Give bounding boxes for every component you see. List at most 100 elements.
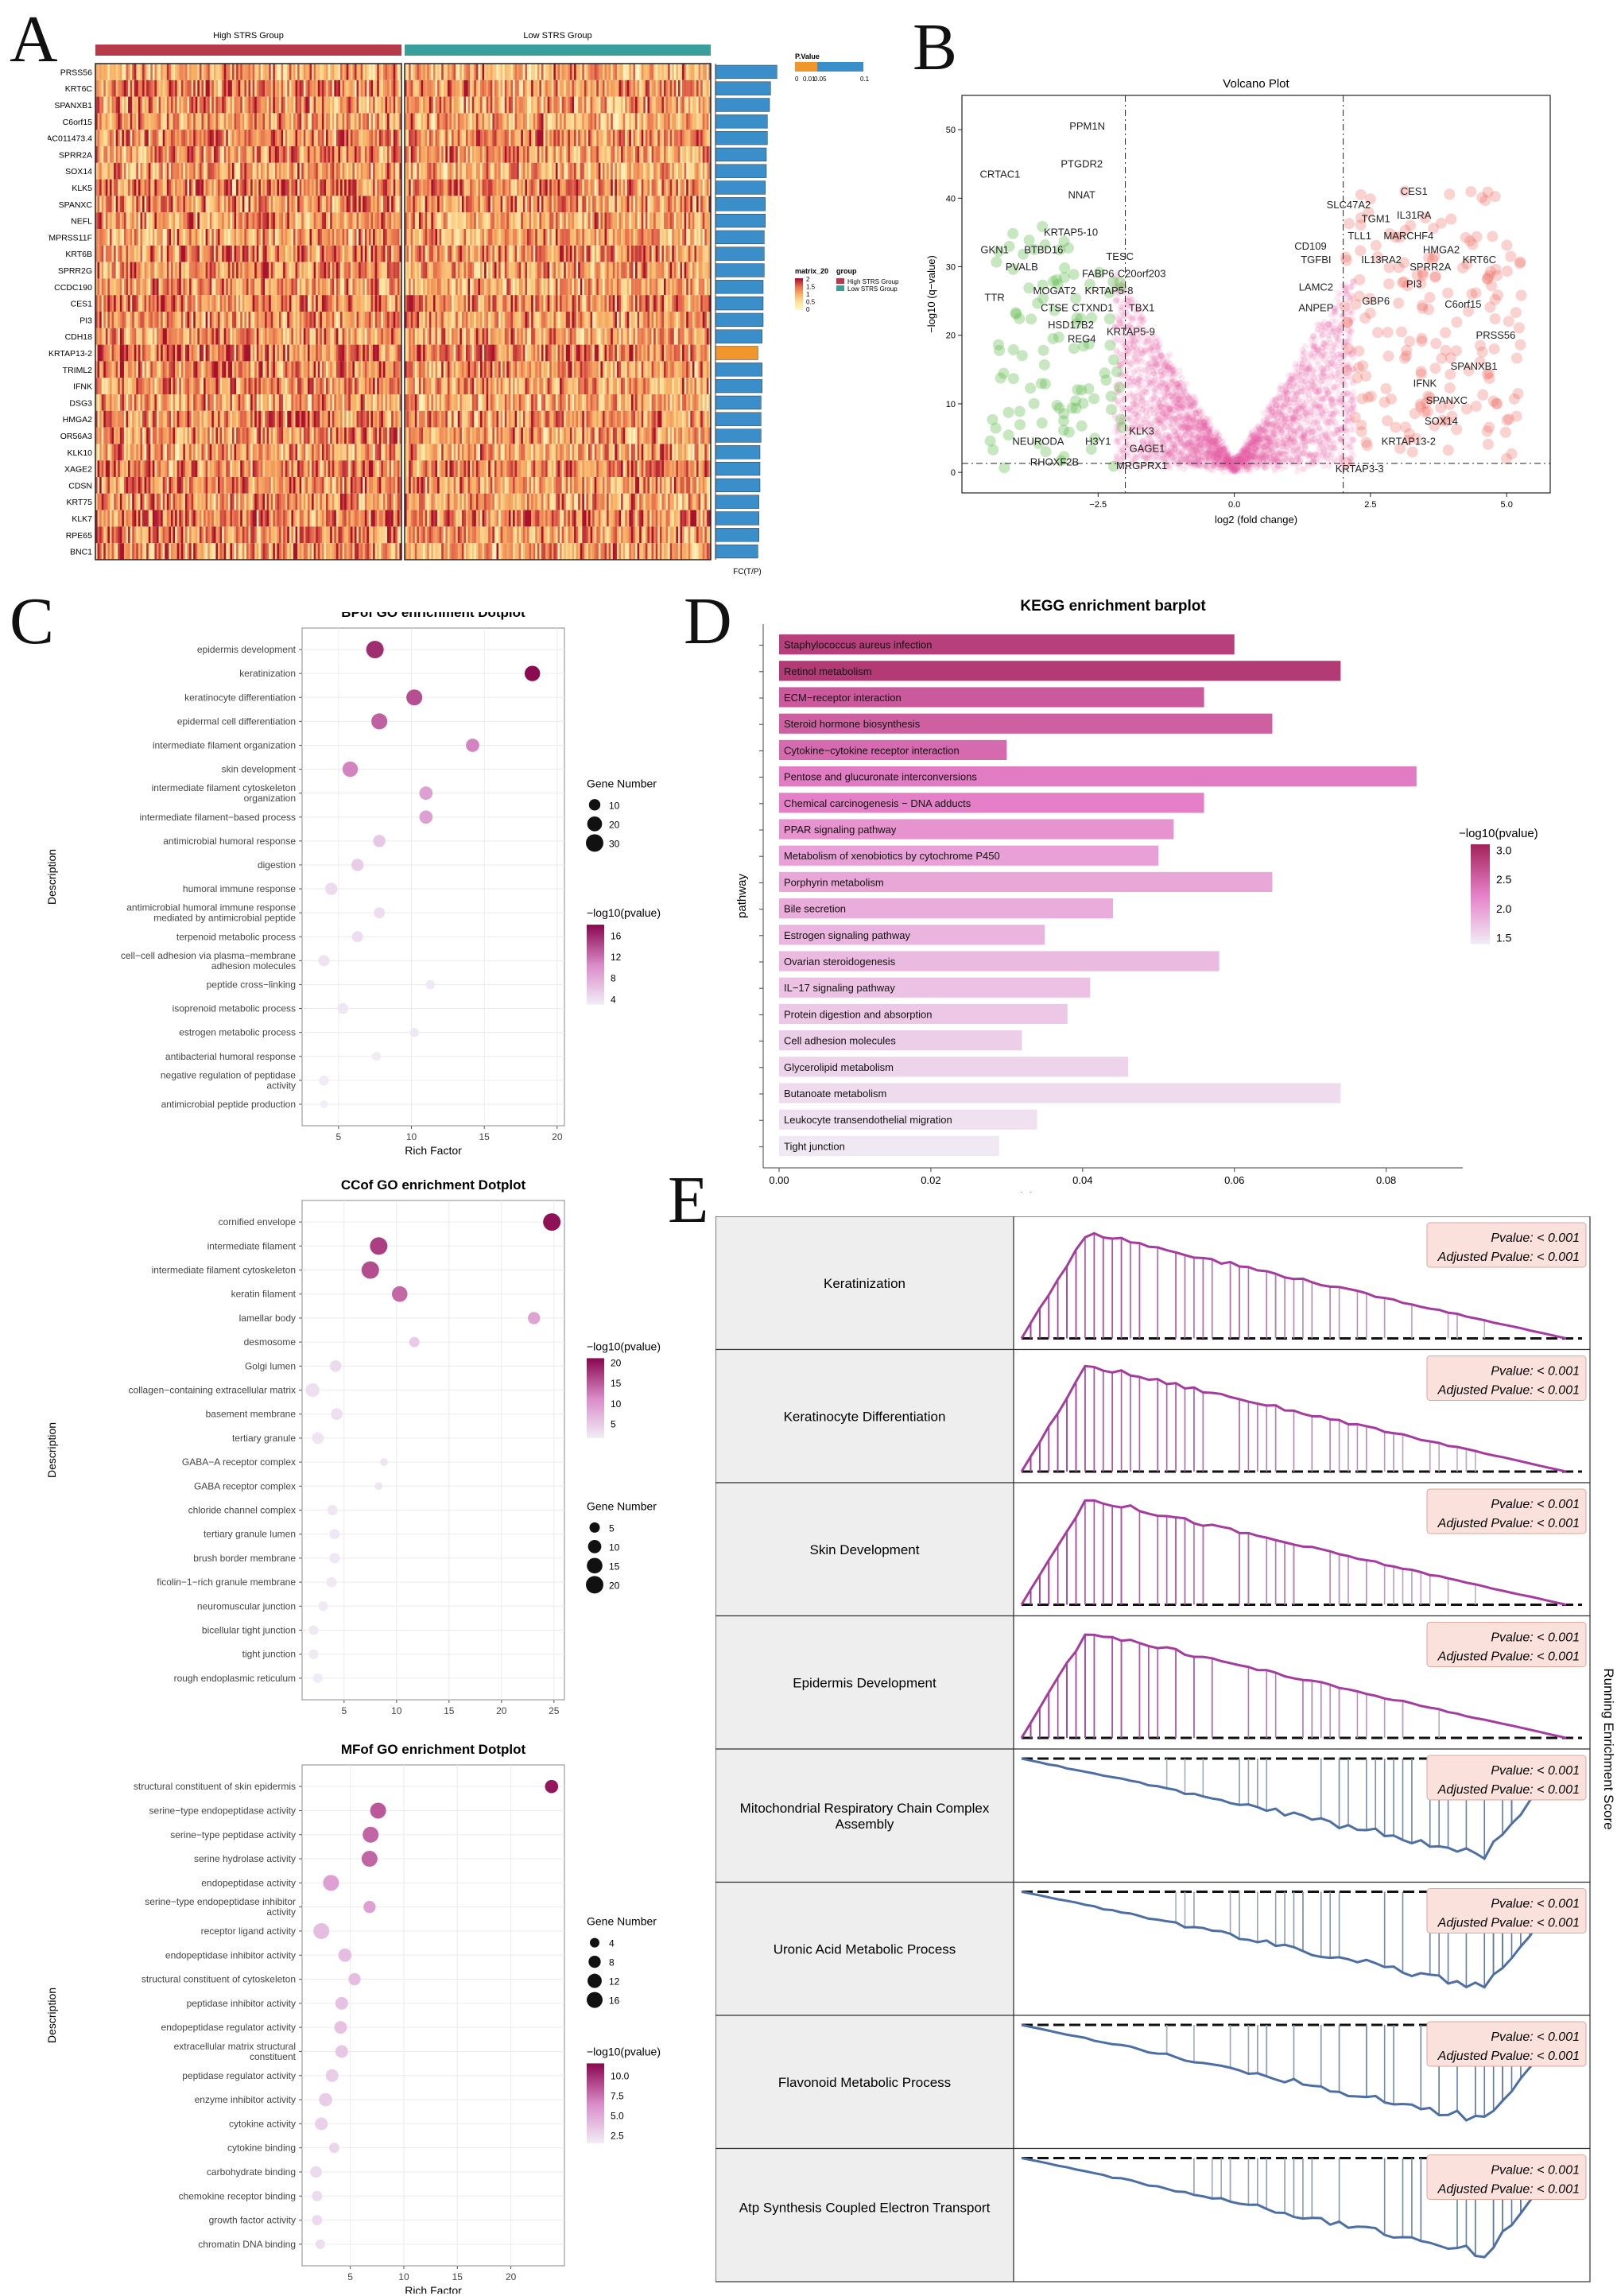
heat-cell (273, 361, 276, 378)
heat-cell (399, 64, 402, 80)
heat-cell (227, 278, 231, 296)
heat-cell (377, 344, 380, 362)
heat-cell (340, 312, 343, 328)
heat-cell (273, 378, 276, 394)
heat-cell (148, 146, 151, 163)
heat-cell (350, 229, 353, 246)
heat-cell (222, 146, 225, 163)
heat-cell (348, 179, 351, 196)
heat-cell (350, 196, 353, 213)
heat-cell (258, 312, 262, 328)
heat-cell (285, 262, 288, 279)
heat-cell (154, 179, 157, 196)
heat-cell (227, 64, 231, 80)
heat-cell (199, 64, 202, 80)
heat-cell (211, 460, 215, 477)
heat-cell (629, 96, 632, 114)
heat-cell (132, 179, 135, 196)
heat-cell (226, 312, 229, 328)
heat-cell (368, 361, 371, 378)
heat-cell (105, 212, 108, 229)
heat-cell (205, 378, 208, 394)
heat-cell (281, 162, 284, 180)
heat-cell (373, 179, 376, 196)
heat-cell (356, 543, 359, 560)
heat-cell (183, 96, 186, 114)
heat-cell (132, 444, 135, 461)
heat-cell (150, 312, 153, 328)
heat-cell (360, 179, 363, 196)
heat-cell (170, 526, 173, 544)
heat-cell (299, 361, 302, 378)
heat-cell (213, 162, 216, 180)
heat-cell (295, 510, 298, 527)
heat-cell (312, 96, 315, 114)
heat-cell (356, 146, 359, 163)
heat-cell (130, 312, 133, 328)
heat-cell (128, 113, 131, 130)
heat-cell (222, 64, 225, 80)
heat-cell (152, 229, 155, 246)
heat-cell (176, 146, 180, 163)
heat-cell (165, 344, 168, 362)
heat-cell (240, 427, 243, 444)
heat-cell (352, 526, 355, 544)
heat-cell (109, 113, 112, 130)
heat-cell (209, 312, 212, 328)
heat-cell (201, 460, 204, 477)
heat-cell (350, 312, 353, 328)
heat-cell (150, 493, 153, 510)
heat-cell (297, 328, 301, 345)
heat-cell (95, 410, 98, 428)
heat-cell (598, 64, 601, 80)
heat-cell (295, 262, 298, 279)
heat-cell (363, 493, 366, 510)
heat-cell (299, 526, 302, 544)
heat-cell (262, 96, 266, 114)
heat-cell (209, 460, 212, 477)
heat-cell (399, 410, 402, 428)
heat-cell (189, 245, 192, 262)
heat-cell (95, 64, 98, 80)
heat-cell (350, 526, 353, 544)
heat-cell (254, 328, 258, 345)
heat-cell (260, 162, 263, 180)
heat-cell (397, 80, 400, 97)
heat-cell (114, 344, 117, 362)
heat-cell (154, 394, 157, 411)
heat-cell (161, 262, 164, 279)
heat-cell (140, 312, 143, 328)
heat-cell (136, 80, 139, 97)
heat-cell (391, 295, 394, 312)
heat-cell (230, 64, 233, 80)
heat-cell (673, 80, 677, 97)
heat-cell (191, 64, 194, 80)
heat-cell (246, 130, 249, 146)
heat-cell (307, 460, 310, 477)
heat-cell (449, 96, 452, 114)
heat-cell (696, 96, 699, 114)
heat-cell (126, 410, 129, 428)
heat-cell (234, 113, 237, 130)
heat-cell (148, 80, 151, 97)
heat-cell (525, 96, 528, 114)
heat-cell (335, 510, 339, 527)
heat-cell (187, 162, 190, 180)
heat-cell (260, 96, 263, 114)
heat-cell (189, 162, 192, 180)
heat-cell (291, 394, 294, 411)
heat-cell (285, 80, 288, 97)
heat-cell (295, 179, 298, 196)
heat-cell (219, 493, 223, 510)
heat-cell (377, 80, 380, 97)
heat-cell (205, 312, 208, 328)
heat-cell (173, 543, 176, 560)
heat-cell (382, 278, 386, 296)
heat-cell (344, 427, 347, 444)
heat-cell (158, 262, 161, 279)
heat-cell (179, 410, 182, 428)
heat-cell (270, 427, 273, 444)
heat-cell (99, 295, 103, 312)
heat-cell (205, 179, 208, 196)
heat-cell (144, 328, 147, 345)
